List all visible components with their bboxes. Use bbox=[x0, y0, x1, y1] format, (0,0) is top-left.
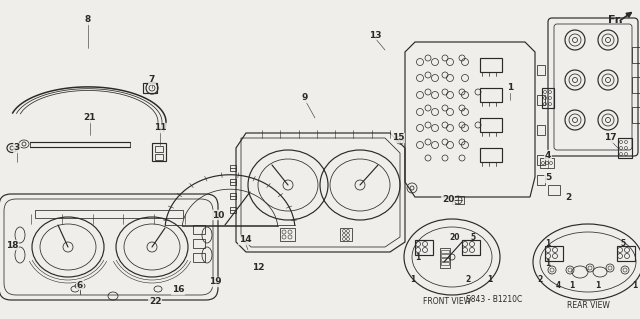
Text: 4: 4 bbox=[545, 151, 551, 160]
Bar bbox=[340, 228, 352, 241]
Text: 2: 2 bbox=[465, 276, 470, 285]
Bar bbox=[441, 250, 449, 253]
Bar bbox=[545, 246, 563, 261]
Bar bbox=[618, 138, 632, 158]
Bar bbox=[230, 207, 236, 213]
Bar bbox=[230, 179, 236, 185]
Bar bbox=[537, 125, 545, 135]
Bar bbox=[548, 185, 560, 195]
Text: S843 - B1210C: S843 - B1210C bbox=[466, 295, 522, 305]
Bar bbox=[632, 47, 640, 63]
Text: 1: 1 bbox=[410, 276, 415, 285]
Text: 6: 6 bbox=[77, 280, 83, 290]
Text: 20: 20 bbox=[450, 233, 460, 241]
Bar bbox=[441, 254, 449, 257]
Text: 10: 10 bbox=[212, 211, 224, 219]
Text: 1: 1 bbox=[545, 240, 550, 249]
Bar bbox=[440, 248, 450, 268]
Text: 5: 5 bbox=[470, 234, 476, 242]
Text: 3: 3 bbox=[14, 144, 20, 152]
Text: 1: 1 bbox=[570, 280, 575, 290]
Bar bbox=[480, 148, 502, 162]
Bar bbox=[441, 262, 449, 265]
Bar bbox=[452, 196, 464, 204]
Bar bbox=[462, 240, 480, 255]
Bar bbox=[35, 210, 183, 218]
Text: 8: 8 bbox=[85, 16, 91, 25]
Bar bbox=[155, 146, 163, 152]
Bar bbox=[143, 83, 157, 93]
Text: 21: 21 bbox=[84, 114, 96, 122]
Text: 1: 1 bbox=[507, 84, 513, 93]
Text: 11: 11 bbox=[154, 123, 166, 132]
Text: 20: 20 bbox=[442, 196, 454, 204]
Text: 2: 2 bbox=[565, 194, 571, 203]
Text: 2: 2 bbox=[538, 276, 543, 285]
Bar bbox=[155, 154, 163, 160]
Bar bbox=[441, 258, 449, 261]
Bar bbox=[230, 165, 236, 171]
Text: 17: 17 bbox=[604, 133, 616, 143]
Text: 14: 14 bbox=[239, 235, 252, 244]
Text: Fr.: Fr. bbox=[607, 15, 623, 25]
Text: 7: 7 bbox=[149, 76, 155, 85]
Bar bbox=[617, 246, 635, 261]
Text: 5: 5 bbox=[545, 174, 551, 182]
Text: 12: 12 bbox=[252, 263, 264, 272]
Bar bbox=[537, 155, 545, 165]
Bar bbox=[193, 253, 205, 262]
Bar bbox=[537, 175, 545, 185]
Text: 1: 1 bbox=[545, 258, 550, 268]
Bar bbox=[632, 77, 640, 93]
Bar bbox=[540, 158, 554, 168]
Text: 1: 1 bbox=[415, 254, 420, 263]
Text: 18: 18 bbox=[6, 241, 19, 249]
Bar bbox=[537, 65, 545, 75]
Bar bbox=[542, 88, 554, 108]
Bar bbox=[480, 118, 502, 132]
Text: REAR VIEW: REAR VIEW bbox=[566, 301, 609, 310]
Bar bbox=[193, 239, 205, 248]
Text: 16: 16 bbox=[172, 286, 184, 294]
Text: 22: 22 bbox=[148, 298, 161, 307]
Bar bbox=[632, 107, 640, 123]
Bar bbox=[480, 58, 502, 72]
Bar bbox=[537, 95, 545, 105]
Text: 15: 15 bbox=[392, 133, 404, 143]
Text: 9: 9 bbox=[302, 93, 308, 102]
Text: 5: 5 bbox=[620, 240, 625, 249]
Bar bbox=[152, 143, 166, 161]
Text: FRONT VIEW: FRONT VIEW bbox=[423, 296, 471, 306]
Bar bbox=[230, 193, 236, 199]
Bar bbox=[280, 228, 295, 241]
Text: 1: 1 bbox=[595, 280, 600, 290]
Text: 19: 19 bbox=[209, 278, 221, 286]
Text: 1: 1 bbox=[632, 280, 637, 290]
Text: 1: 1 bbox=[488, 276, 493, 285]
Bar bbox=[480, 88, 502, 102]
Text: 4: 4 bbox=[556, 280, 561, 290]
Text: 13: 13 bbox=[369, 31, 381, 40]
Bar bbox=[193, 225, 205, 234]
Bar bbox=[415, 240, 433, 255]
